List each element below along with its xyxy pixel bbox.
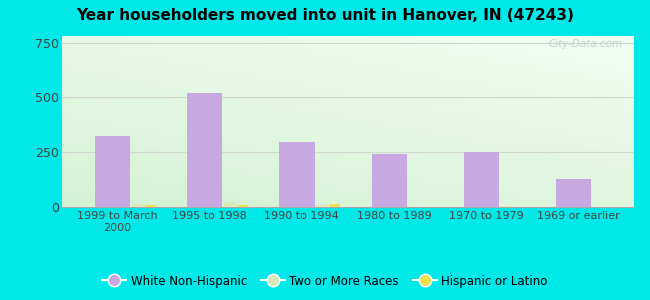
Bar bbox=[132, 204, 143, 207]
Bar bbox=[224, 202, 235, 207]
Bar bbox=[372, 154, 407, 207]
Bar bbox=[501, 206, 512, 207]
Bar bbox=[464, 152, 499, 207]
Bar bbox=[280, 142, 315, 207]
Bar bbox=[317, 205, 328, 207]
Bar bbox=[95, 136, 130, 207]
Bar bbox=[145, 205, 156, 207]
Legend: White Non-Hispanic, Two or More Races, Hispanic or Latino: White Non-Hispanic, Two or More Races, H… bbox=[99, 271, 551, 291]
Bar bbox=[187, 93, 222, 207]
Text: Year householders moved into unit in Hanover, IN (47243): Year householders moved into unit in Han… bbox=[76, 8, 574, 22]
Bar bbox=[556, 178, 592, 207]
Bar bbox=[330, 204, 341, 207]
Bar bbox=[237, 205, 248, 207]
Text: City-Data.com: City-Data.com bbox=[548, 39, 622, 50]
